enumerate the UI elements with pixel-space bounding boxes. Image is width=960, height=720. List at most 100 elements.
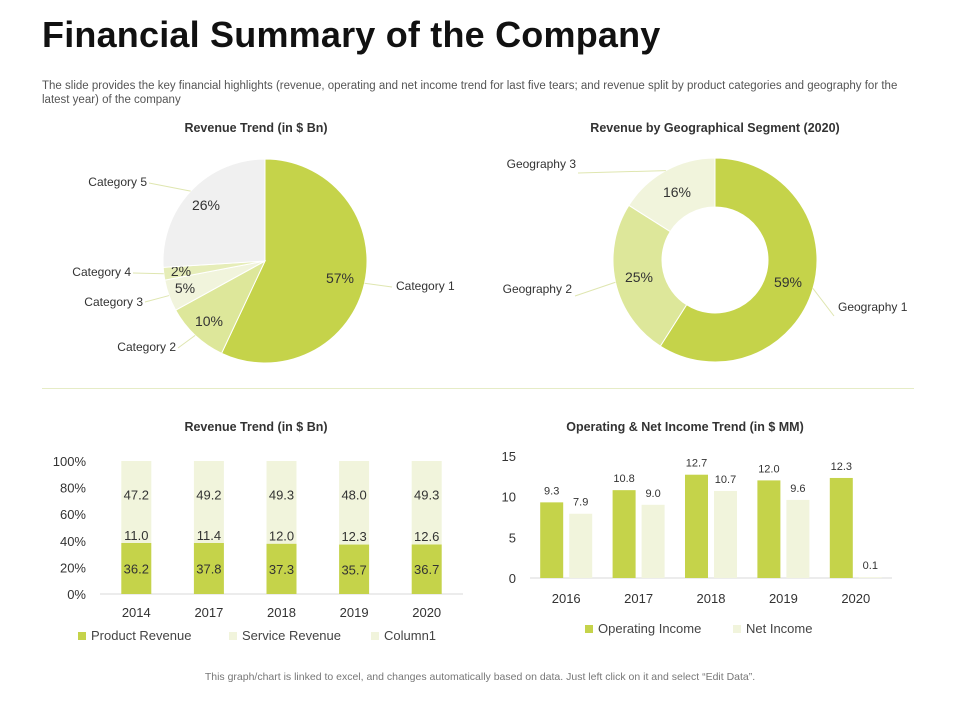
stacked-bar-segment xyxy=(339,544,370,594)
y-axis-tick-label: 40% xyxy=(60,534,86,549)
stacked-bar-value-label: 36.7 xyxy=(414,562,439,577)
donut-data-label: 16% xyxy=(663,184,691,200)
income-bar-value-label: 9.3 xyxy=(544,485,559,497)
pie-slice xyxy=(162,158,266,268)
income-bar xyxy=(786,499,810,578)
income-bar-value-label: 9.6 xyxy=(790,483,805,495)
x-axis-tick-label: 2020 xyxy=(412,605,441,620)
income-bar xyxy=(757,480,781,578)
pie-chart-title: Revenue Trend (in $ Bn) xyxy=(184,121,328,135)
x-axis-tick-label: 2019 xyxy=(340,605,369,620)
stacked-bar-segment xyxy=(411,544,442,594)
income-bar-value-label: 12.7 xyxy=(686,458,707,470)
stacked-bar-value-label: 49.3 xyxy=(414,487,439,502)
y-axis-tick-label: 0% xyxy=(67,587,86,602)
donut-leader-line xyxy=(574,281,616,297)
stacked-bar-segment xyxy=(193,461,224,528)
income-bar xyxy=(685,474,708,578)
y-axis-tick-label: 60% xyxy=(60,507,86,522)
x-axis-tick-label: 2019 xyxy=(769,591,798,606)
income-bar-value-label: 0.1 xyxy=(863,560,878,572)
stacked-bar-value-label: 12.6 xyxy=(414,529,439,544)
income-bar xyxy=(540,502,564,578)
stacked-bar-segment xyxy=(266,461,297,528)
donut-category-label: Geography 3 xyxy=(507,157,577,171)
stacked-bar-value-label: 37.8 xyxy=(196,561,221,576)
income-bar-value-label: 7.9 xyxy=(573,497,588,509)
pie-data-label: 10% xyxy=(195,313,223,329)
donut-data-label: 25% xyxy=(625,269,653,285)
x-axis-tick-label: 2016 xyxy=(552,591,581,606)
legend-label: Service Revenue xyxy=(242,628,341,643)
stacked-bar-value-label: 47.2 xyxy=(124,487,149,502)
x-axis-tick-label: 2018 xyxy=(697,591,726,606)
pie-data-label: 5% xyxy=(175,280,195,296)
stacked-chart-title: Revenue Trend (in $ Bn) xyxy=(184,420,328,434)
pie-leader-line xyxy=(364,282,393,288)
legend-label: Column1 xyxy=(384,628,436,643)
stacked-bar-value-label: 11.0 xyxy=(124,528,148,543)
stacked-bar-segment xyxy=(411,461,442,528)
income-bar xyxy=(569,513,593,578)
income-chart-title: Operating & Net Income Trend (in $ MM) xyxy=(566,420,804,434)
y-axis-tick-label: 10 xyxy=(502,490,516,505)
page-title: Financial Summary of the Company xyxy=(42,14,661,55)
y-axis-tick-label: 80% xyxy=(60,481,86,496)
income-bar-value-label: 10.8 xyxy=(613,473,634,485)
legend-label: Operating Income xyxy=(598,621,701,636)
donut-leader-line xyxy=(812,288,835,317)
page-subtitle: The slide provides the key financial hig… xyxy=(42,80,898,106)
income-bar xyxy=(641,504,665,578)
stacked-bar-value-label: 49.3 xyxy=(269,487,294,502)
stacked-bar-segment xyxy=(193,527,224,543)
y-axis-tick-label: 15 xyxy=(502,449,516,464)
stacked-bar-value-label: 12.3 xyxy=(341,529,366,544)
legend-label: Net Income xyxy=(746,621,812,636)
pie-data-label: 26% xyxy=(192,197,220,213)
donut-category-label: Geography 2 xyxy=(503,282,573,296)
legend-label: Product Revenue xyxy=(91,628,191,643)
x-axis-tick-label: 2017 xyxy=(624,591,653,606)
stacked-bar-segment xyxy=(411,527,442,545)
pie-category-label: Category 1 xyxy=(396,279,455,293)
legend-swatch xyxy=(78,632,86,640)
income-bar xyxy=(829,477,853,578)
stacked-bar-value-label: 48.0 xyxy=(341,487,366,502)
stacked-bar-segment xyxy=(121,461,152,528)
stacked-bar-segment xyxy=(193,542,224,594)
stacked-bar-segment xyxy=(266,527,297,544)
pie-leader-line xyxy=(148,182,191,192)
donut-leader-line xyxy=(577,170,666,174)
stacked-bar-value-label: 37.3 xyxy=(269,562,294,577)
y-axis-tick-label: 100% xyxy=(53,454,87,469)
footer-note: This graph/chart is linked to excel, and… xyxy=(204,671,756,683)
pie-leader-line xyxy=(144,295,170,303)
stacked-bar-segment xyxy=(121,542,152,594)
legend-swatch xyxy=(585,625,593,633)
y-axis-tick-label: 0 xyxy=(509,571,516,586)
stacked-bar-value-label: 36.2 xyxy=(124,561,149,576)
donut-category-label: Geography 1 xyxy=(838,300,908,314)
x-axis-tick-label: 2014 xyxy=(122,605,151,620)
stacked-bar-segment xyxy=(339,527,370,545)
pie-category-label: Category 3 xyxy=(84,295,143,309)
stacked-bar-value-label: 12.0 xyxy=(269,529,294,544)
stacked-bar-value-label: 35.7 xyxy=(341,562,366,577)
pie-category-label: Category 5 xyxy=(88,175,147,189)
stacked-bar-value-label: 49.2 xyxy=(196,487,221,502)
income-bar-value-label: 10.7 xyxy=(715,474,736,486)
pie-leader-line xyxy=(132,272,164,275)
donut-data-label: 59% xyxy=(774,274,802,290)
legend-swatch xyxy=(733,625,741,633)
income-bar xyxy=(612,490,636,578)
income-bar-value-label: 12.3 xyxy=(831,461,852,473)
stacked-bar-segment xyxy=(266,543,297,594)
y-axis-tick-label: 20% xyxy=(60,560,86,575)
donut-chart-title: Revenue by Geographical Segment (2020) xyxy=(590,121,840,135)
income-bar xyxy=(714,490,737,578)
donut-segment xyxy=(628,157,716,233)
y-axis-tick-label: 5 xyxy=(509,530,516,545)
legend-swatch xyxy=(229,632,237,640)
x-axis-tick-label: 2018 xyxy=(267,605,296,620)
